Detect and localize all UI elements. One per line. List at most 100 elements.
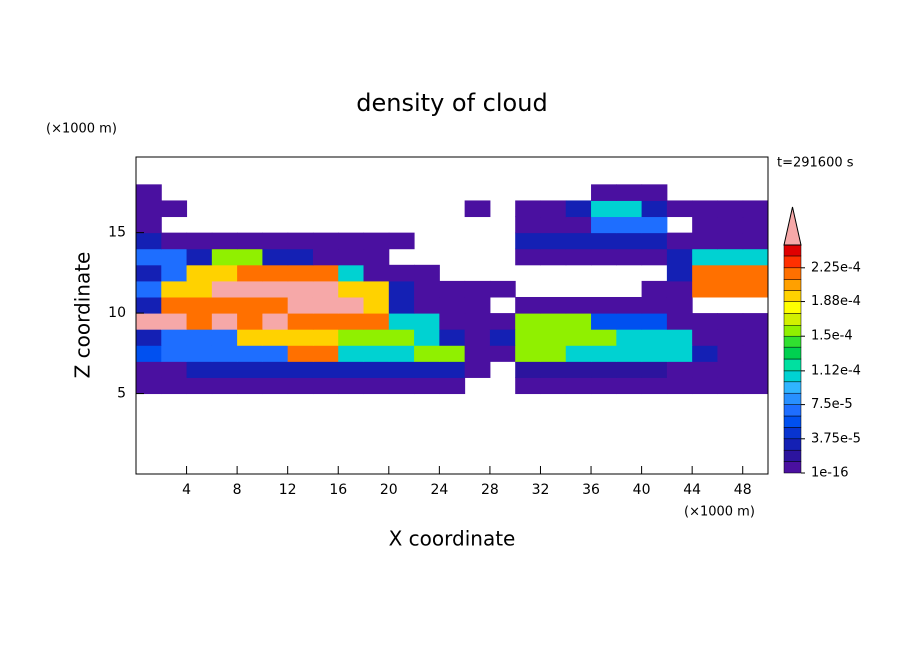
contour-cell xyxy=(237,313,263,330)
contour-cell xyxy=(464,361,491,378)
contour-cell xyxy=(591,296,617,314)
contour-cell xyxy=(363,377,390,395)
contour-cell xyxy=(742,216,769,234)
contour-cell xyxy=(464,329,491,346)
contour-cell xyxy=(565,232,592,250)
contour-cell xyxy=(161,377,188,395)
chart-title: density of cloud xyxy=(356,89,547,117)
contour-cell xyxy=(464,200,491,218)
contour-cell xyxy=(565,361,592,378)
colorbar-band xyxy=(783,438,802,451)
contour-cell xyxy=(565,313,592,330)
x-tick-label: 12 xyxy=(279,482,297,498)
contour-cell xyxy=(136,345,162,362)
contour-cell xyxy=(388,296,415,314)
contour-cell xyxy=(717,377,744,395)
contour-cell xyxy=(717,232,744,250)
contour-cell xyxy=(136,313,162,330)
colorbar-band xyxy=(783,279,802,291)
contour-cell xyxy=(312,232,339,250)
contour-cell xyxy=(489,345,516,362)
contour-cell xyxy=(161,345,188,362)
contour-cell xyxy=(312,313,339,330)
contour-cell xyxy=(262,232,289,250)
contour-cell xyxy=(287,361,314,378)
y-tick-label: 10 xyxy=(108,305,126,321)
contour-cell xyxy=(136,216,162,234)
contour-cell xyxy=(666,296,693,314)
contour-cell xyxy=(666,248,693,266)
contour-cell xyxy=(540,232,567,250)
colorbar-band xyxy=(783,381,802,394)
contour-cell xyxy=(312,264,339,282)
y-unit: (×1000 m) xyxy=(46,122,117,137)
x-tick-label: 36 xyxy=(582,482,600,498)
contour-cell xyxy=(237,248,263,266)
contour-cell xyxy=(388,345,415,362)
contour-cell xyxy=(515,345,541,362)
contour-cell xyxy=(136,329,162,346)
contour-cell xyxy=(237,361,263,378)
contour-cell xyxy=(439,296,466,314)
colorbar-band xyxy=(783,325,802,337)
contour-cell xyxy=(540,377,567,395)
contour-field xyxy=(136,184,769,395)
contour-cell xyxy=(565,248,592,266)
colorbar-band xyxy=(783,427,802,440)
contour-cell xyxy=(717,264,744,282)
colorbar-band xyxy=(783,346,802,360)
contour-cell xyxy=(312,361,339,378)
contour-cell xyxy=(717,329,744,346)
contour-cell xyxy=(515,200,541,218)
contour-cell xyxy=(388,329,415,346)
contour-cell xyxy=(616,232,643,250)
contour-cell xyxy=(666,377,693,395)
contour-cell xyxy=(161,280,188,298)
colorbar-extend xyxy=(783,206,802,246)
contour-cell xyxy=(591,329,617,346)
contour-cell xyxy=(211,280,238,298)
contour-cell xyxy=(489,280,516,298)
contour-cell xyxy=(262,361,289,378)
contour-cell xyxy=(464,280,491,298)
contour-cell xyxy=(540,329,567,346)
contour-cell xyxy=(641,345,668,362)
contour-cell xyxy=(742,329,769,346)
contour-cell xyxy=(237,377,263,395)
contour-cell xyxy=(363,329,390,346)
contour-cell xyxy=(591,313,617,330)
contour-cell xyxy=(515,296,541,314)
colorbar-band xyxy=(783,392,802,405)
contour-cell xyxy=(591,377,617,395)
contour-cell xyxy=(616,361,643,378)
contour-cell xyxy=(388,280,415,298)
contour-cell xyxy=(161,248,188,266)
contour-cell xyxy=(515,313,541,330)
contour-cell xyxy=(616,296,643,314)
contour-cell xyxy=(439,377,466,395)
contour-cell xyxy=(186,329,213,346)
contour-cell xyxy=(616,313,643,330)
contour-cell xyxy=(515,377,541,395)
contour-cell xyxy=(287,232,314,250)
contour-cell xyxy=(717,361,744,378)
contour-cell xyxy=(186,296,213,314)
contour-cell xyxy=(338,232,365,250)
contour-cell xyxy=(414,280,440,298)
contour-cell xyxy=(262,296,289,314)
contour-cell xyxy=(414,345,440,362)
contour-cell xyxy=(641,248,668,266)
contour-cell xyxy=(464,345,491,362)
contour-cell xyxy=(338,329,365,346)
contour-cell xyxy=(136,200,162,218)
contour-cell xyxy=(464,296,491,314)
colorbar-tick-label: 2.25e-4 xyxy=(811,260,861,275)
contour-cell xyxy=(742,361,769,378)
contour-cell xyxy=(338,296,365,314)
contour-cell xyxy=(591,345,617,362)
contour-cell xyxy=(136,184,162,201)
contour-cell xyxy=(136,264,162,282)
contour-cell xyxy=(338,264,365,282)
contour-cell xyxy=(262,264,289,282)
contour-cell xyxy=(515,216,541,234)
